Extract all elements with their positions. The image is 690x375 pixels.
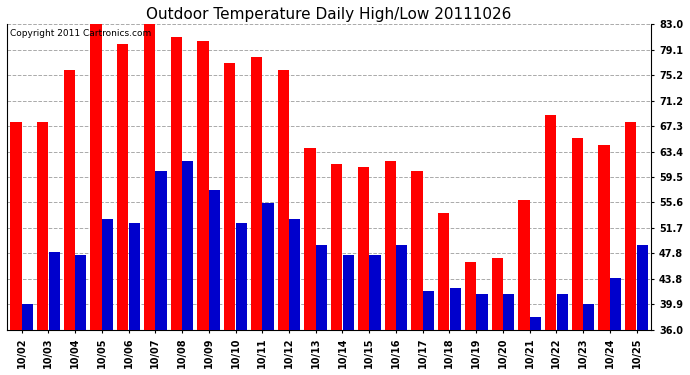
Bar (182, 161, 193, 330)
Bar (102, 219, 113, 330)
Bar (331, 164, 342, 330)
Bar (262, 203, 274, 330)
Bar (277, 70, 289, 330)
Bar (224, 63, 235, 330)
Text: Copyright 2011 Cartronics.com: Copyright 2011 Cartronics.com (10, 29, 151, 38)
Title: Outdoor Temperature Daily High/Low 20111026: Outdoor Temperature Daily High/Low 20111… (146, 7, 512, 22)
Bar (197, 41, 208, 330)
Bar (476, 294, 488, 330)
Bar (572, 138, 583, 330)
Bar (518, 200, 529, 330)
Bar (48, 252, 60, 330)
Bar (503, 294, 514, 330)
Bar (129, 223, 140, 330)
Bar (396, 245, 407, 330)
Bar (423, 291, 434, 330)
Bar (358, 167, 369, 330)
Bar (90, 24, 101, 330)
Bar (209, 190, 220, 330)
Bar (384, 161, 396, 330)
Bar (637, 245, 648, 330)
Bar (117, 44, 128, 330)
Bar (170, 38, 182, 330)
Bar (22, 304, 33, 330)
Bar (37, 122, 48, 330)
Bar (491, 258, 503, 330)
Bar (304, 148, 315, 330)
Bar (625, 122, 636, 330)
Bar (598, 145, 610, 330)
Bar (63, 70, 75, 330)
Bar (236, 223, 247, 330)
Bar (583, 304, 595, 330)
Bar (369, 255, 381, 330)
Bar (343, 255, 354, 330)
Bar (144, 24, 155, 330)
Bar (316, 245, 327, 330)
Bar (530, 317, 541, 330)
Bar (450, 288, 461, 330)
Bar (610, 278, 621, 330)
Bar (438, 213, 449, 330)
Bar (557, 294, 568, 330)
Bar (465, 262, 476, 330)
Bar (411, 171, 422, 330)
Bar (545, 116, 556, 330)
Bar (289, 219, 300, 330)
Bar (10, 122, 21, 330)
Bar (251, 57, 262, 330)
Bar (75, 255, 86, 330)
Bar (155, 171, 167, 330)
